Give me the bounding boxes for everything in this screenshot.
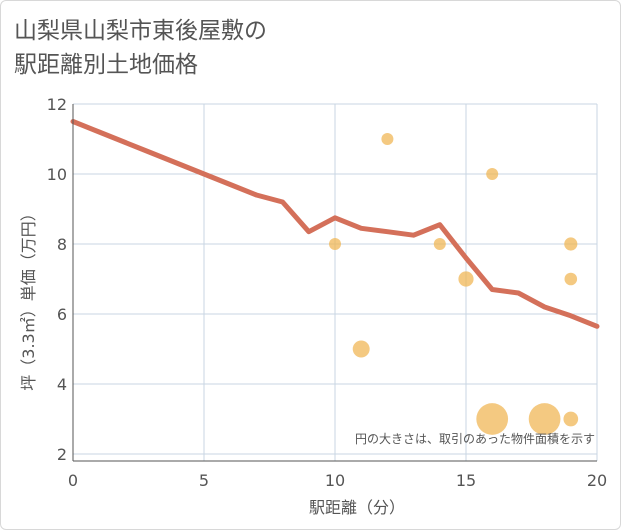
- x-axis-label: 駅距離（分）: [309, 498, 405, 517]
- trend-line: [70, 119, 600, 329]
- y-tick-label-8: 8: [57, 235, 67, 254]
- y-tick-label-4: 4: [57, 375, 67, 394]
- trend-line-layer: [70, 119, 600, 329]
- bubble-point-9: [564, 272, 578, 286]
- bubble-point-7: [528, 403, 561, 435]
- bubble-point-5: [486, 168, 499, 180]
- x-tick-label-10: 10: [325, 471, 345, 490]
- y-axis-label: 坪（3.3㎡）単価（万円）: [19, 205, 38, 390]
- grid-lines: [72, 103, 598, 461]
- size-note: 円の大きさは、取引のあった物件面積を示す: [355, 431, 595, 446]
- y-tick-label-10: 10: [47, 165, 67, 184]
- bubble-point-4: [458, 271, 474, 287]
- tick-labels: 0 5 10 15 20 2 4 6 8 10 12: [47, 95, 608, 490]
- x-tick-label-5: 5: [199, 471, 209, 490]
- bubble-point-10: [563, 411, 579, 427]
- y-tick-label-12: 12: [47, 95, 67, 114]
- bubble-point-3: [433, 238, 446, 250]
- bubble-point-8: [564, 237, 578, 251]
- title-line-2: 駅距離別土地価格: [14, 52, 198, 78]
- x-tick-label-0: 0: [68, 471, 78, 490]
- bubble-point-2: [381, 133, 394, 145]
- bubble-point-0: [329, 238, 341, 250]
- y-tick-label-6: 6: [57, 305, 67, 324]
- bubble-point-1: [352, 340, 370, 358]
- chart-title: 山梨県山梨市東後屋敷の 駅距離別土地価格: [14, 14, 267, 82]
- x-tick-label-20: 20: [587, 471, 607, 490]
- x-tick-label-15: 15: [456, 471, 476, 490]
- y-tick-label-2: 2: [57, 445, 67, 464]
- title-line-1: 山梨県山梨市東後屋敷の: [14, 18, 267, 44]
- bubble-layer: [329, 133, 579, 435]
- axes: [72, 104, 597, 462]
- bubble-point-6: [476, 403, 509, 435]
